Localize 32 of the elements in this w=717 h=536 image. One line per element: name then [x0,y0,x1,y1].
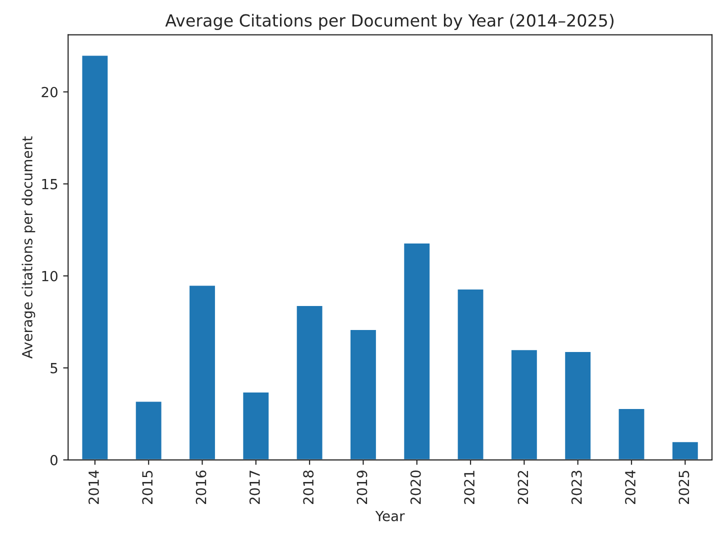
x-tick-label: 2016 [196,470,206,504]
y-tick-label: 5 [50,363,58,374]
bar [564,350,592,460]
bar [456,288,485,460]
y-tick-label: 15 [42,179,58,190]
bar [134,400,163,460]
x-axis-title: Year [375,510,405,522]
bar [188,284,216,460]
bar [402,242,431,460]
y-axis-title: Average citations per document [22,136,36,359]
y-tick-label: 20 [42,86,58,98]
x-tick-label: 2018 [303,470,314,504]
y-tick-label: 10 [42,270,58,282]
x-tick-label: 2021 [464,470,475,504]
x-tick-label: 2015 [142,470,153,504]
bar [242,391,270,460]
x-tick-label: 2024 [625,470,636,504]
bar [80,54,110,460]
x-tick-label: 2025 [678,470,690,504]
bar [617,408,646,460]
x-tick-label: 2014 [88,470,99,504]
y-tick-label: 0 [50,454,58,466]
x-tick-label: 2022 [518,471,528,504]
bar [671,440,700,460]
chart-title: Average Citations per Document by Year (2014–2025) [165,14,614,30]
x-tick-label: 2017 [249,470,260,504]
x-tick-label: 2020 [410,470,421,504]
bar [295,304,324,460]
x-tick-label: 2023 [571,470,582,504]
bar [349,328,378,460]
x-tick-label: 2019 [356,470,368,504]
bar [510,348,538,460]
